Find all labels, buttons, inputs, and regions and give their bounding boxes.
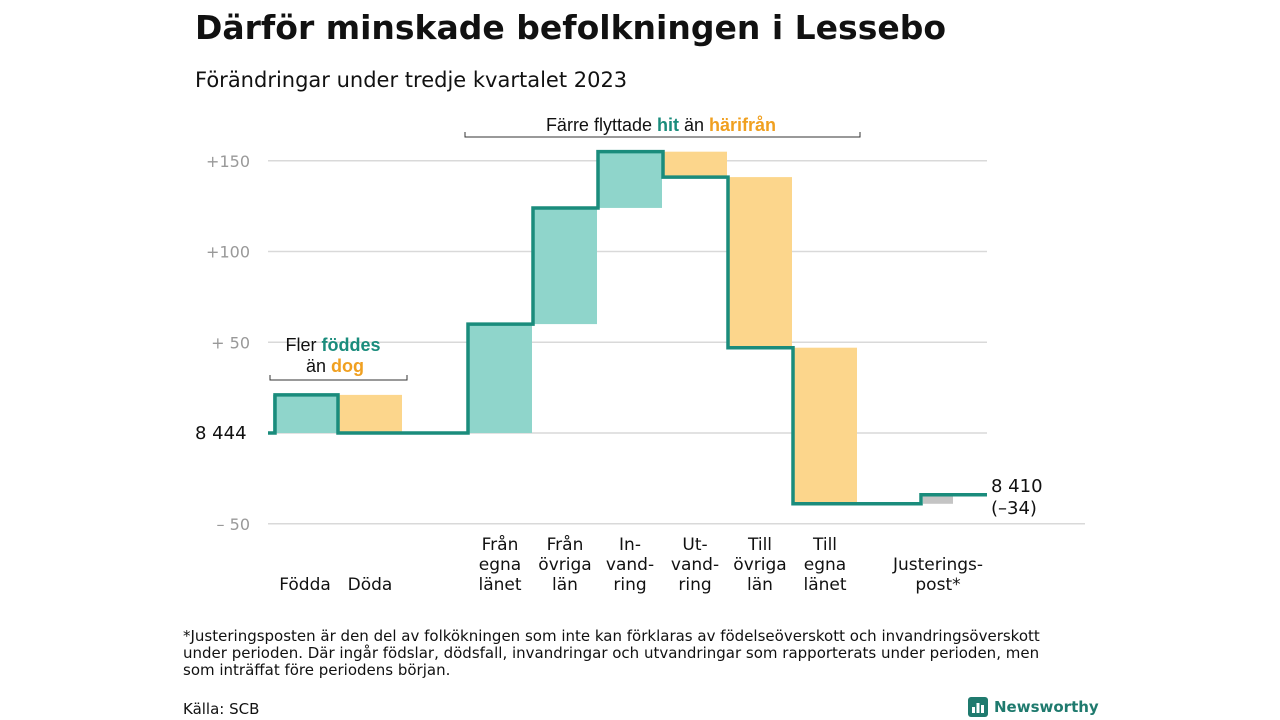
cumulative-step-line bbox=[268, 149, 987, 506]
waterfall-bar bbox=[468, 324, 532, 433]
category-label: Till bbox=[812, 535, 837, 555]
footnote: *Justeringsposten är den del av folkökni… bbox=[183, 628, 1103, 679]
waterfall-bar bbox=[273, 394, 337, 433]
y-tick-label: – 50 bbox=[217, 515, 250, 534]
waterfall-bar bbox=[598, 151, 662, 208]
start-value-label: 8 444 bbox=[195, 423, 247, 444]
chart-subtitle: Förändringar under tredje kvartalet 2023 bbox=[195, 68, 628, 92]
end-change-label: (–34) bbox=[991, 498, 1037, 519]
category-label: egna bbox=[479, 555, 521, 575]
waterfall-bar bbox=[338, 394, 402, 433]
category-label: In- bbox=[619, 535, 641, 555]
category-label: länet bbox=[803, 575, 846, 595]
waterfall-bar bbox=[728, 177, 792, 348]
annotation-part: än bbox=[306, 356, 331, 376]
newsworthy-logo: Newsworthy bbox=[968, 697, 1099, 717]
annotation-part: härifrån bbox=[709, 115, 776, 135]
category-label: övriga bbox=[538, 555, 591, 575]
category-label: ring bbox=[678, 575, 711, 595]
footnote-line: *Justeringsposten är den del av folkökni… bbox=[183, 627, 1040, 645]
annotation-part: Fler bbox=[285, 335, 321, 355]
category-label: ring bbox=[613, 575, 646, 595]
annotation-part: än bbox=[679, 115, 709, 135]
source-label: Källa: SCB bbox=[183, 700, 260, 718]
category-label: post* bbox=[915, 575, 960, 595]
chart-title: Därför minskade befolkningen i Lessebo bbox=[195, 8, 947, 47]
annotation-part: föddes bbox=[321, 335, 380, 355]
annotation-part: hit bbox=[657, 115, 679, 135]
waterfall-bar bbox=[663, 151, 727, 178]
category-label: Justerings- bbox=[892, 555, 983, 575]
annotation-died: än dog bbox=[306, 356, 364, 376]
category-label: Ut- bbox=[682, 535, 707, 555]
category-label: egna bbox=[804, 555, 846, 575]
category-label: län bbox=[552, 575, 578, 595]
footnote-line: som inträffat före periodens början. bbox=[183, 661, 451, 679]
waterfall-bar bbox=[793, 347, 857, 504]
y-tick-label: + 50 bbox=[211, 333, 250, 352]
annotation-part: Färre flyttade bbox=[546, 115, 657, 135]
bar-chart-logo-icon bbox=[968, 697, 988, 717]
y-tick-label: +150 bbox=[206, 152, 250, 171]
category-label: vand- bbox=[606, 555, 654, 575]
category-label: Till bbox=[747, 535, 772, 555]
waterfall-bar bbox=[923, 494, 953, 504]
category-label: Födda bbox=[279, 575, 331, 595]
category-label: län bbox=[747, 575, 773, 595]
category-label: Döda bbox=[348, 575, 393, 595]
category-label: Från bbox=[547, 534, 584, 555]
annotation-migration: Färre flyttade hit än härifrån bbox=[546, 115, 776, 135]
annotation-part: dog bbox=[331, 356, 364, 376]
category-label: länet bbox=[478, 575, 521, 595]
end-value-label: 8 410 bbox=[991, 476, 1043, 497]
annotation-bracket bbox=[464, 132, 861, 138]
category-label: övriga bbox=[733, 555, 786, 575]
annotation-bracket bbox=[269, 375, 408, 381]
footnote-line: under perioden. Där ingår födslar, dödsf… bbox=[183, 644, 1040, 662]
y-tick-label: +100 bbox=[206, 243, 250, 262]
logo-text: Newsworthy bbox=[994, 698, 1099, 716]
waterfall-bar bbox=[533, 207, 597, 325]
category-label: vand- bbox=[671, 555, 719, 575]
annotation-born: Fler föddes bbox=[285, 335, 380, 355]
category-label: Från bbox=[482, 534, 519, 555]
